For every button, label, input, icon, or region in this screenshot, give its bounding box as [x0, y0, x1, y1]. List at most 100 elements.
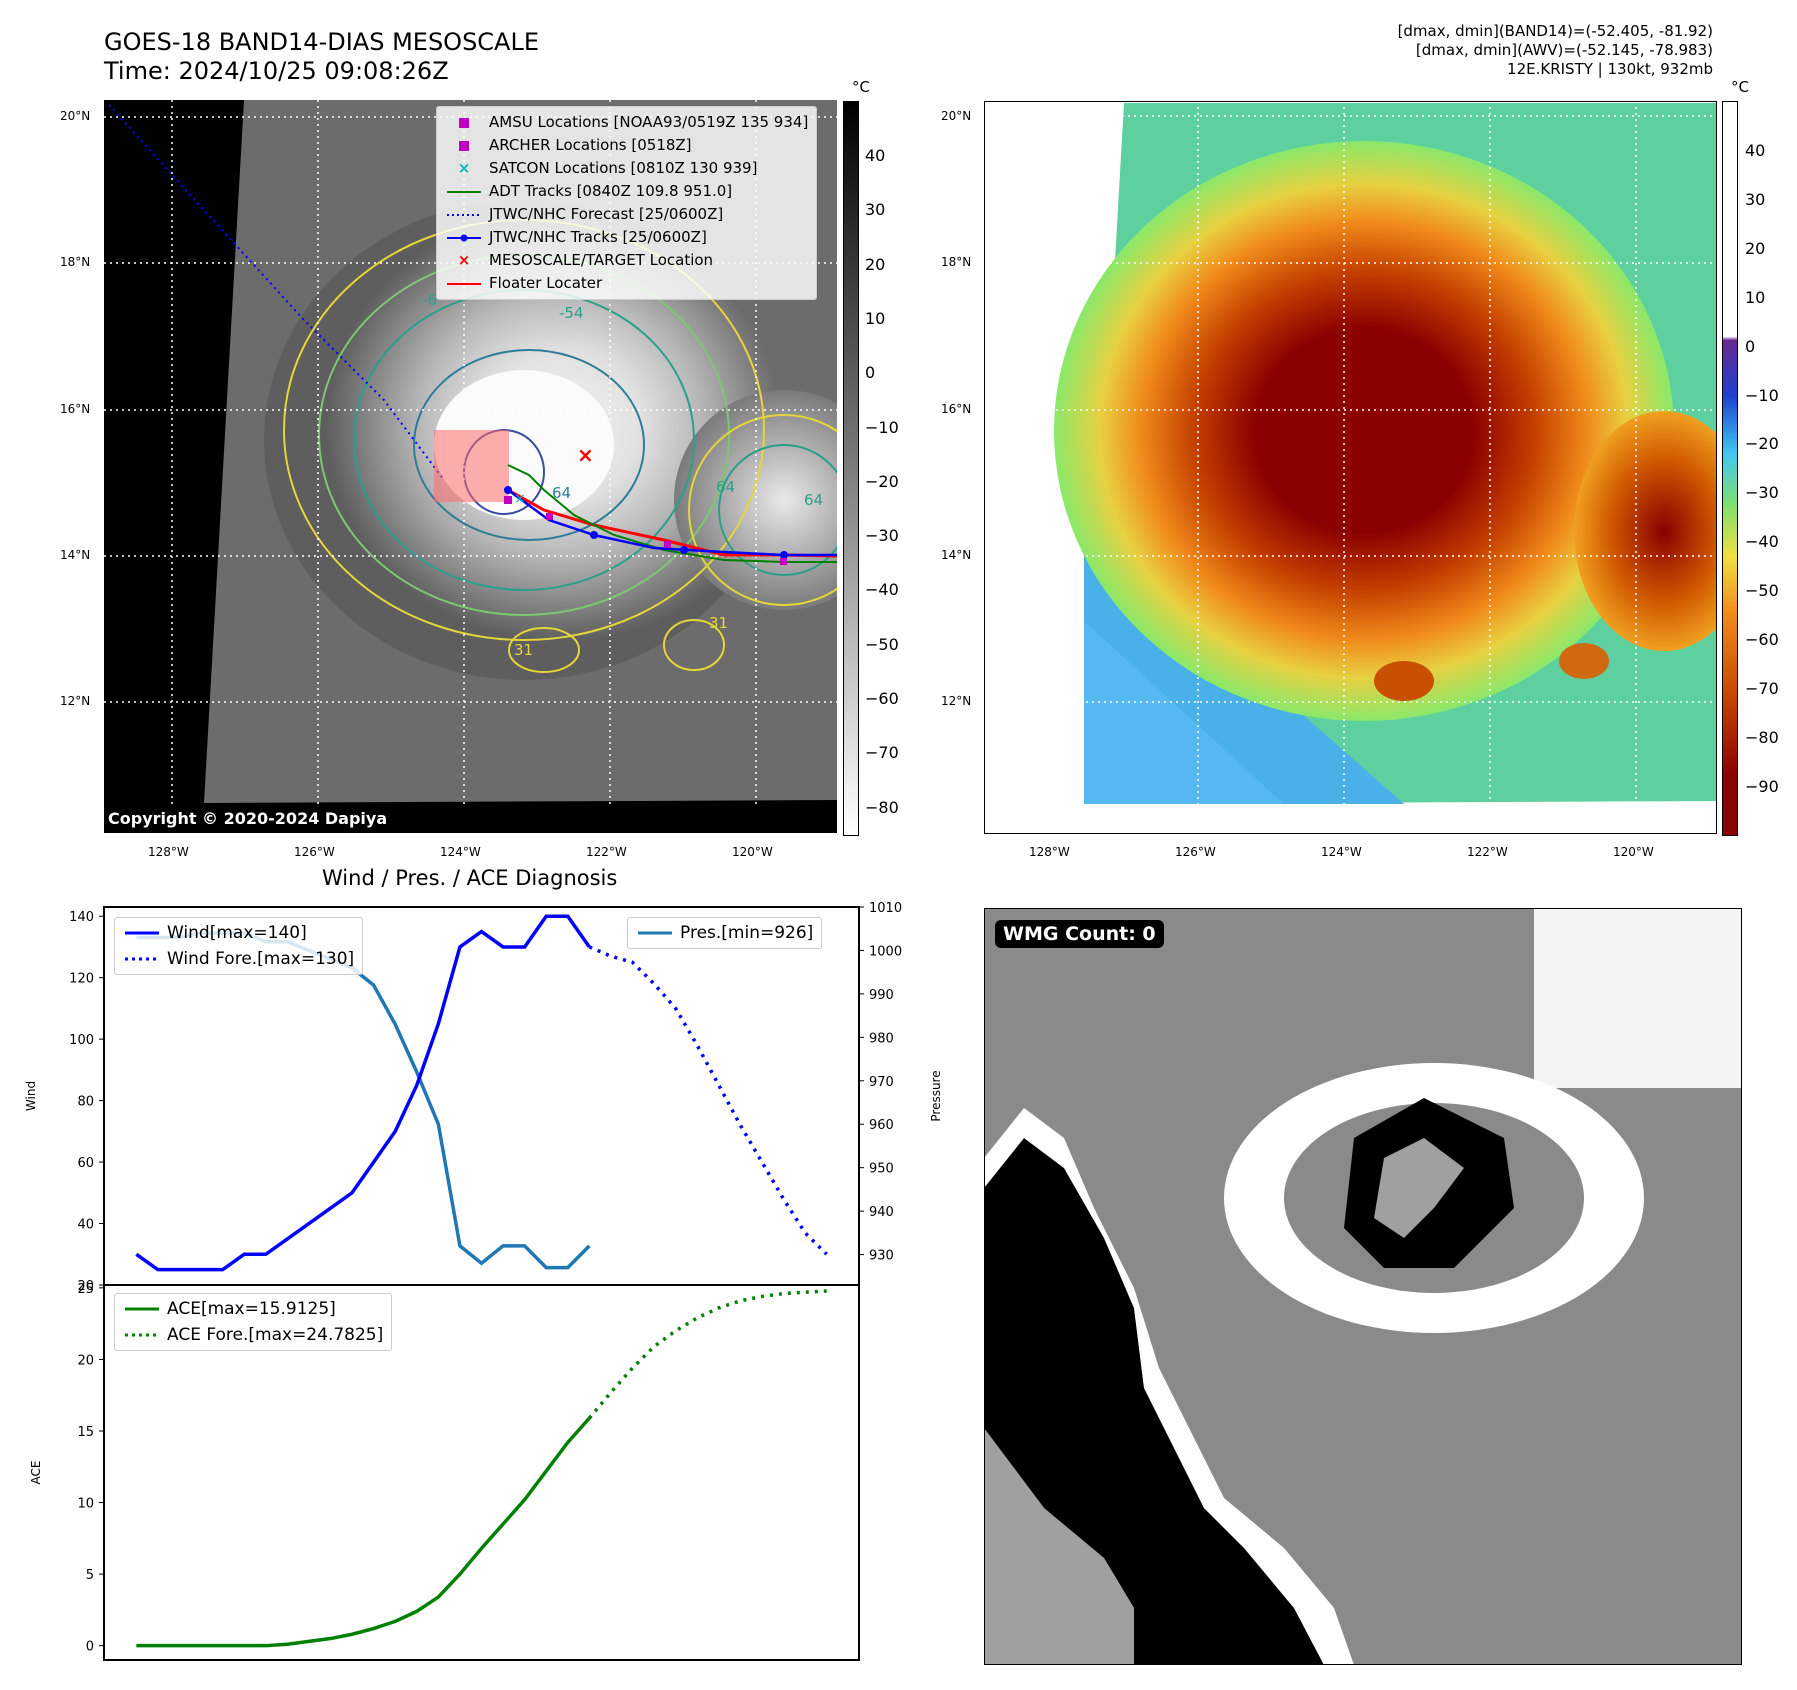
colorbar-tick-label: −40: [865, 580, 899, 600]
legend-ace-fore: ACE Fore.[max=24.7825]: [167, 1325, 384, 1345]
contour-label: 31: [514, 641, 533, 659]
ace-tick-label: 25: [77, 1282, 94, 1297]
pressure-line: [136, 931, 591, 1270]
legend-item-forecast: JTWC/NHC Forecast [25/0600Z]: [447, 205, 724, 223]
lon-label: 128°W: [148, 845, 189, 859]
colorbar-tick-label: −60: [865, 689, 899, 708]
colorbar-tick-label: −40: [1745, 532, 1779, 552]
ace-tick-label: 15: [77, 1425, 94, 1440]
ace-legend: ACE[max=15.9125] ACE Fore.[max=24.7825]: [114, 1293, 393, 1351]
legend-ace: ACE[max=15.9125]: [167, 1299, 336, 1319]
wind-line: [135, 914, 591, 1272]
pres-tick-label: 950: [869, 1162, 894, 1177]
colorbar-tick-label: −80: [865, 797, 899, 817]
lon-label: 124°W: [440, 845, 481, 859]
lon-label: 128°W: [1029, 845, 1070, 859]
svg-text:×: ×: [514, 491, 526, 507]
info-band14-range: [dmax, dmin](BAND14)=(-52.405, -81.92): [1397, 22, 1713, 40]
contour-label: -54: [559, 304, 584, 322]
lat-label: 16°N: [941, 402, 972, 416]
ir-colorbar: [843, 101, 859, 836]
lat-label: 14°N: [941, 548, 972, 562]
wmg-count-badge: WMG Count: 0: [995, 920, 1164, 948]
colorbar-tick-label: −80: [1745, 727, 1779, 747]
wind-legend: Wind[max=140] Wind Fore.[max=130]: [114, 917, 364, 975]
legend-item-tracks: JTWC/NHC Tracks [25/0600Z]: [445, 226, 808, 249]
legend-item-floater: Floater Locater: [447, 274, 603, 292]
colorbar-tick-label: 40: [865, 146, 886, 165]
colorbar-tick-label: 10: [865, 308, 886, 328]
colorbar-tick-label: −20: [865, 471, 899, 491]
pres-legend: Pres.[min=926]: [627, 917, 823, 949]
colorbar-tick-label: −20: [1745, 434, 1779, 454]
copyright-label: Copyright © 2020-2024 Dapiya: [108, 809, 388, 828]
lon-label: 120°W: [732, 845, 773, 859]
wind-tick-label: 100: [69, 1033, 94, 1048]
pres-tick-label: 990: [869, 988, 894, 1003]
ace-tick-label: 10: [77, 1497, 94, 1512]
contour-label: -6: [422, 291, 437, 309]
legend-wind: Wind[max=140]: [167, 923, 307, 943]
colorbar-tick-label: −70: [865, 743, 899, 763]
awv-satellite-panel: [984, 101, 1717, 834]
pres-tick-label: 1010: [869, 901, 902, 916]
colorbar-tick-label: −70: [1745, 678, 1779, 698]
lon-label: 122°W: [1467, 845, 1508, 859]
colorbar-tick-label: 30: [1745, 189, 1766, 209]
info-block: [dmax, dmin](BAND14)=(-52.405, -81.92) […: [1398, 22, 1713, 79]
colorbar-tick-label: 20: [865, 254, 886, 274]
wind-tick-label: 80: [77, 1095, 94, 1110]
title-product: GOES-18 BAND14-DIAS MESOSCALE: [104, 28, 540, 56]
diagnosis-chart: 1401201008060402010101000990980970960950…: [24, 901, 943, 1661]
colorbar-tick-label: 20: [1745, 238, 1766, 258]
pres-tick-label: 970: [869, 1075, 894, 1090]
ace-axis-label: ACE: [29, 1461, 43, 1485]
colorbar-tick-label: 10: [1745, 287, 1766, 307]
wind-forecast-line: [588, 945, 828, 1256]
lon-label: 126°W: [1175, 845, 1216, 859]
info-storm: 12E.KRISTY | 130kt, 932mb: [1507, 60, 1713, 78]
colorbar-tick-label: 0: [1745, 336, 1756, 356]
wind-tick-label: 20: [77, 1279, 94, 1294]
lon-label: 120°W: [1613, 845, 1654, 859]
legend-pres: Pres.[min=926]: [680, 923, 814, 943]
contour-label: 64: [804, 491, 823, 509]
colorbar-tick-label: −10: [1745, 385, 1779, 405]
colorbar-tick-label: −50: [865, 634, 899, 654]
diagnosis-title: Wind / Pres. / ACE Diagnosis: [322, 866, 618, 890]
map-legend: AMSU Locations [NOAA93/0519Z 135 934] AR…: [436, 106, 818, 300]
lat-label: 12°N: [941, 694, 972, 708]
contour-label: 31: [709, 614, 728, 632]
colorbar-tick-label: −30: [865, 526, 899, 546]
pres-tick-label: 980: [869, 1031, 894, 1046]
lat-label: 12°N: [60, 694, 91, 708]
ace-tick-label: 5: [86, 1568, 94, 1583]
chart-frame: [103, 906, 860, 1661]
wind-axis-label: Wind: [24, 1081, 38, 1111]
wind-tick-label: 40: [77, 1218, 94, 1233]
legend-item-target: × MESOSCALE/TARGET Location: [457, 251, 714, 269]
legend-item-satcon: × SATCON Locations [0810Z 130 939]: [457, 159, 758, 177]
pressure-axis-label: Pressure: [929, 1070, 943, 1121]
legend-item-adt: ADT Tracks [0840Z 109.8 951.0]: [447, 182, 733, 200]
wind-tick-label: 60: [77, 1156, 94, 1171]
lon-label: 124°W: [1321, 845, 1362, 859]
pres-tick-label: 1000: [869, 944, 902, 959]
lat-label: 18°N: [60, 255, 91, 269]
colorbar-tick-label: −10: [865, 417, 899, 437]
ace-forecast-line: [588, 1289, 827, 1420]
lon-label: 122°W: [586, 845, 627, 859]
lat-label: 20°N: [60, 109, 91, 123]
ir-colorbar-unit: °C: [852, 78, 870, 96]
lon-label: 126°W: [294, 845, 335, 859]
colorbar-tick-label: 30: [865, 200, 886, 220]
ace-tick-label: 0: [86, 1640, 94, 1655]
legend-item-amsu: AMSU Locations [NOAA93/0519Z 135 934]: [445, 111, 808, 134]
colorbar-tick-label: 40: [1745, 141, 1766, 160]
pres-tick-label: 940: [869, 1205, 894, 1220]
pres-tick-label: 960: [869, 1118, 894, 1133]
contour-label: 64: [716, 478, 735, 496]
mesoscale-target-marker: ×: [577, 443, 594, 467]
awv-colorbar: [1722, 101, 1738, 836]
colorbar-tick-label: −60: [1745, 630, 1779, 649]
